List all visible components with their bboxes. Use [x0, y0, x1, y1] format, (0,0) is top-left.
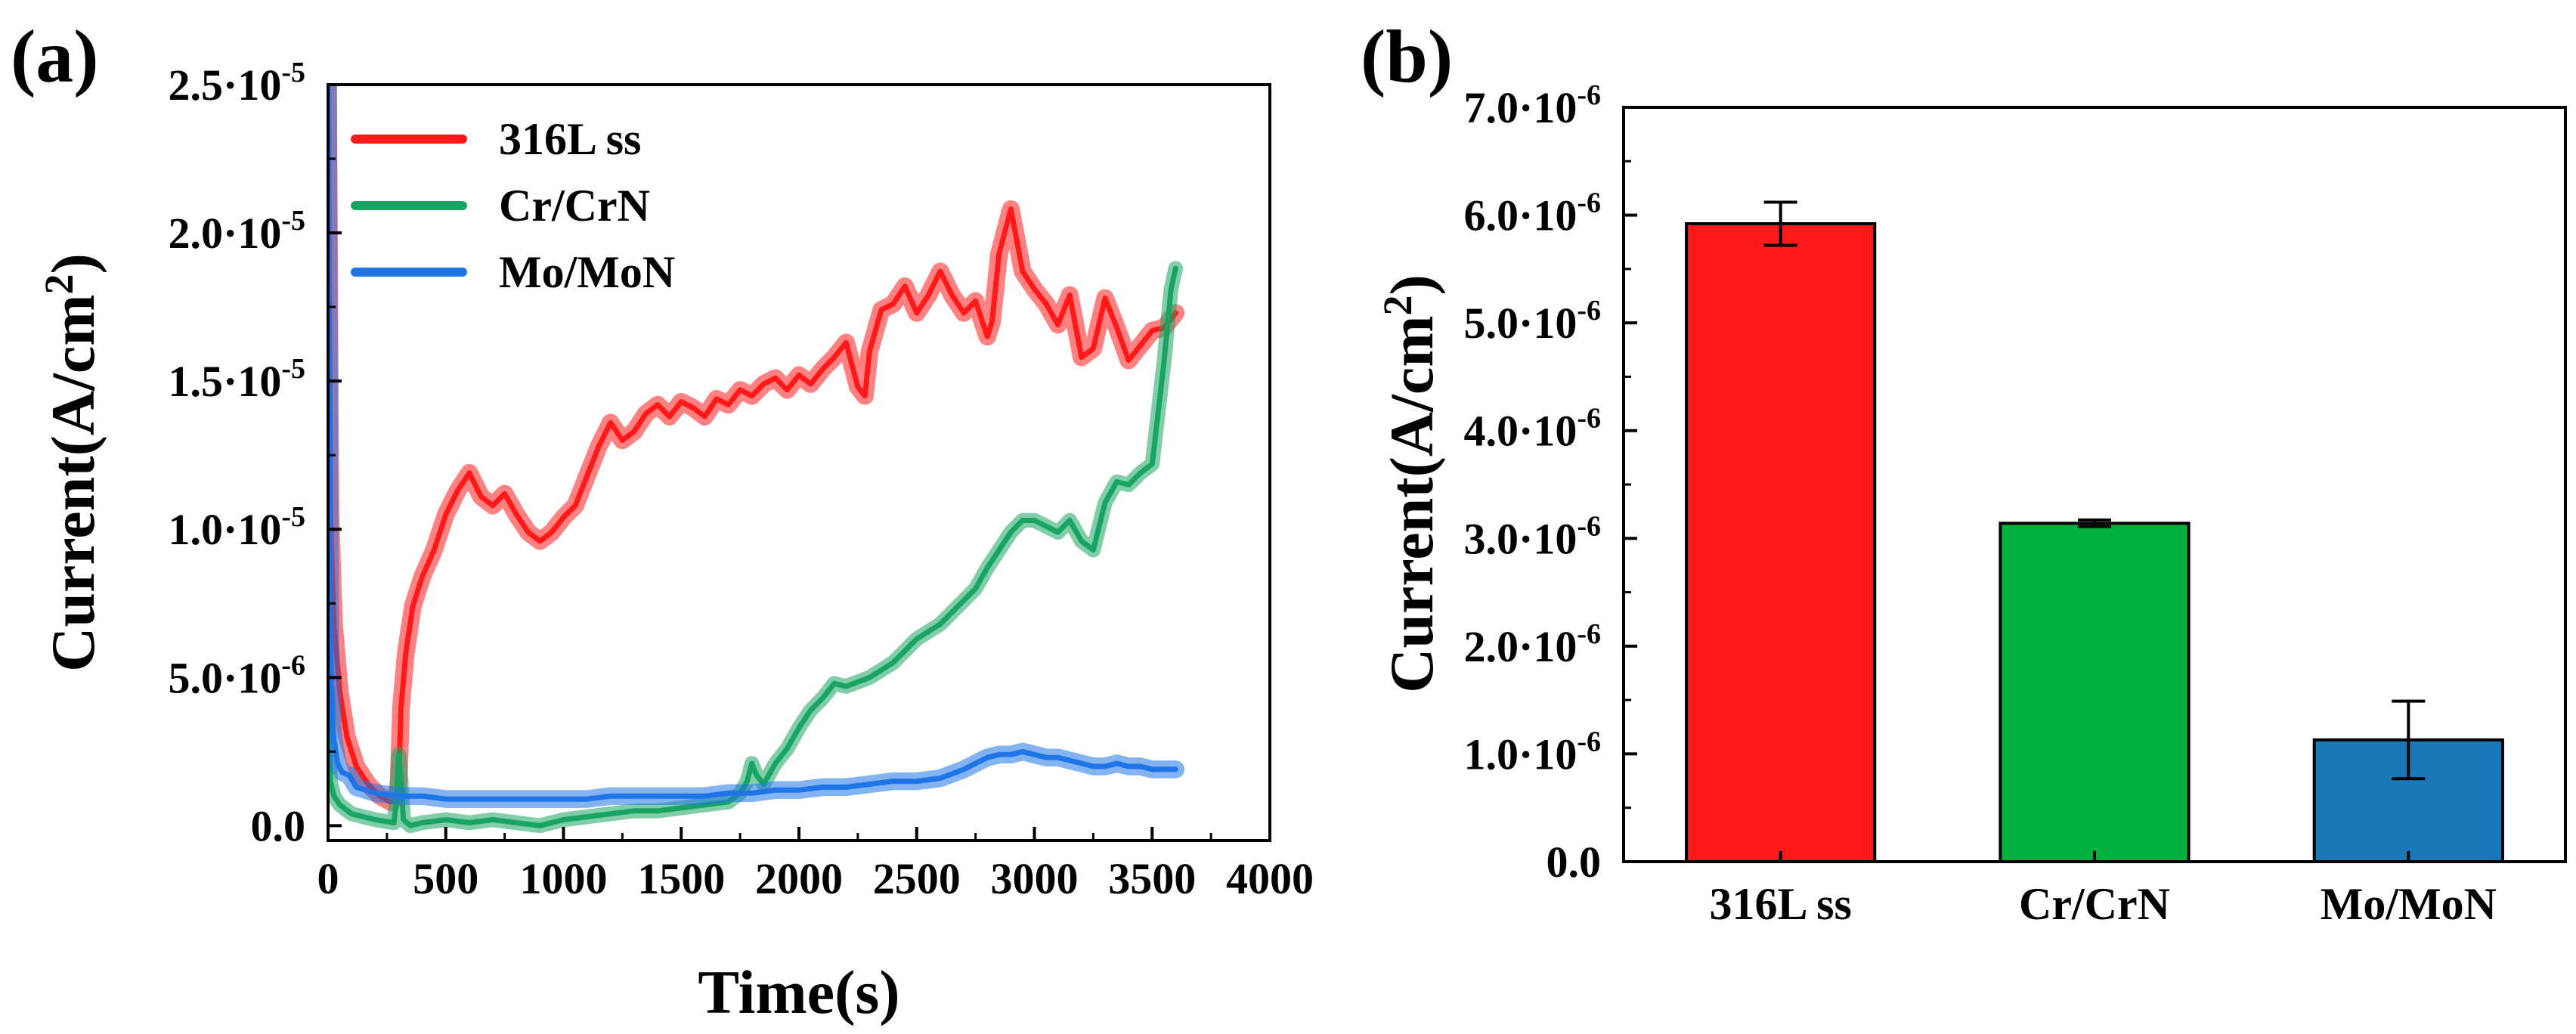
y-tick-label-b: 4.0·10-6	[1464, 403, 1602, 456]
y-axis-b: 0.0 1.0·10-6 2.0·10-6 3.0·10-6 4.0·10-6 5.0·1…	[1464, 79, 1637, 887]
bar	[1685, 221, 1877, 863]
series-group	[328, 85, 1185, 834]
x-tick-label-b: Mo/MoN	[2321, 879, 2497, 929]
x-tick-label-a: 500	[413, 854, 478, 903]
x-tick-label-b: 316L ss	[1709, 879, 1851, 929]
series-line-1	[328, 265, 1178, 828]
y-tick-label-b: 3.0·10-6	[1464, 510, 1602, 563]
x-axis-a: 0 500 1000 1500 2000 2500 3000 3500 4000	[317, 827, 1314, 903]
panel-a-label: (a)	[11, 14, 99, 98]
bar-group	[1685, 200, 2504, 864]
x-axis-b: 316L ss Cr/CrN Mo/MoN	[1709, 851, 2497, 929]
panel-b-bar-chart: 316L ss Cr/CrN Mo/MoN 0.0 1.0·10-6 2.0·10-6 3…	[1375, 79, 2567, 929]
x-tick-label-a: 2500	[873, 854, 961, 903]
x-axis-title-a: Time(s)	[698, 958, 899, 1026]
y-tick-label-b: 5.0·10-6	[1464, 295, 1602, 348]
y-axis-title-a: Current(A/cm2)	[36, 253, 107, 672]
series-band-1	[328, 261, 1184, 834]
x-tick-label-a: 0	[317, 854, 339, 903]
y-tick-label-b: 7.0·10-6	[1464, 79, 1602, 132]
panel-b-label: (b)	[1361, 14, 1453, 98]
y-tick-label-b: 6.0·10-6	[1464, 187, 1602, 240]
y-axis-a: 0.0 5.0·10-6 1.0·10-5 1.5·10-5 2.0·10-5 2.5·1…	[169, 57, 342, 850]
y-tick-label-a: 5.0·10-6	[169, 649, 306, 702]
legend-label: Mo/MoN	[499, 247, 675, 297]
legend-label: Cr/CrN	[499, 181, 650, 231]
y-tick-label-b: 1.0·10-6	[1464, 726, 1602, 779]
y-tick-label-b: 2.0·10-6	[1464, 618, 1602, 671]
y-tick-label-a: 2.5·10-5	[169, 57, 306, 110]
y-axis-title-b: Current(A/cm2)	[1375, 274, 1446, 693]
x-tick-label-a: 2000	[755, 854, 843, 903]
x-tick-label-a: 3000	[991, 854, 1079, 903]
y-tick-label-a: 1.0·10-5	[169, 501, 306, 554]
x-tick-label-a: 4000	[1226, 854, 1314, 903]
series-line-2	[328, 85, 1178, 802]
x-tick-label-a: 3500	[1108, 854, 1196, 903]
series-band-2	[328, 85, 1185, 808]
x-tick-label-a: 1000	[520, 854, 608, 903]
y-tick-label-b: 0.0	[1547, 837, 1602, 887]
panel-a-line-chart: 0 500 1000 1500 2000 2500 3000 3500 4000 0.0 5.0·…	[36, 57, 1314, 1026]
series-line-0	[328, 85, 1178, 805]
x-tick-label-b: Cr/CrN	[2019, 879, 2170, 929]
x-tick-label-a: 1500	[637, 854, 725, 903]
legend-label: 316L ss	[499, 114, 641, 164]
y-tick-label-a: 1.5·10-5	[169, 353, 306, 406]
bar	[1999, 522, 2191, 864]
series-band-0	[328, 85, 1185, 811]
y-tick-label-a: 0.0	[251, 801, 306, 850]
legend-a: 316L ss Cr/CrN Mo/MoN	[351, 114, 675, 297]
y-tick-label-a: 2.0·10-5	[169, 205, 306, 258]
